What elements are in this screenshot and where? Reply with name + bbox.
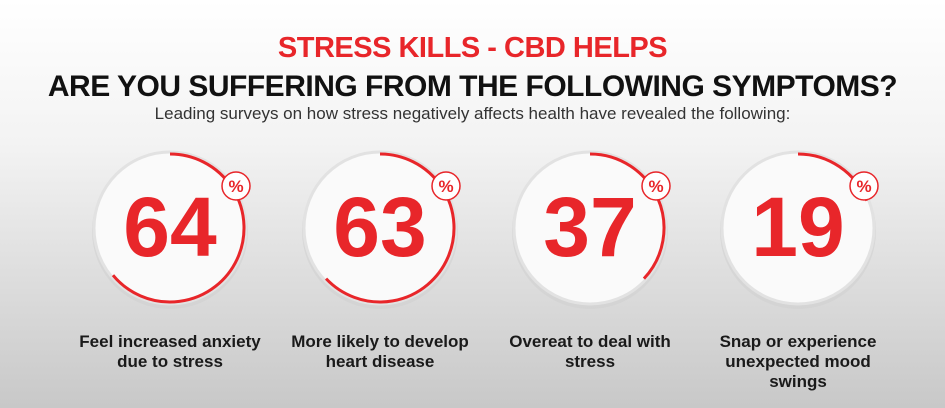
ring — [92, 150, 248, 306]
stat-value: 63 — [333, 180, 426, 274]
percent-badge — [641, 171, 671, 201]
stat-value: 64 — [123, 180, 217, 274]
percent-sign: % — [648, 177, 663, 196]
stat-label: Feel increased anxiety due to stress — [79, 332, 261, 371]
percent-badge — [431, 171, 461, 201]
subtitle: ARE YOU SUFFERING FROM THE FOLLOWING SYM… — [47, 70, 898, 103]
percent-sign: % — [856, 177, 871, 196]
description: Leading surveys on how stress negatively… — [154, 104, 791, 123]
stat-label: More likely to develop heart disease — [291, 332, 469, 371]
stat-value: 37 — [543, 180, 636, 274]
ring — [302, 150, 458, 306]
ring — [720, 150, 876, 306]
stat-value: 19 — [751, 180, 844, 274]
stat-label: Overeat to deal with stress — [509, 332, 671, 371]
progress-arc — [111, 152, 246, 304]
progress-arc — [324, 152, 456, 304]
percent-badge — [849, 171, 879, 201]
percent-badge — [221, 171, 251, 201]
title: STRESS KILLS - CBD HELPS — [277, 32, 668, 64]
stat-label: Snap or experience unexpected mood swing… — [719, 332, 877, 391]
percent-sign: % — [228, 177, 243, 196]
percent-sign: % — [438, 177, 453, 196]
ring — [512, 150, 668, 306]
